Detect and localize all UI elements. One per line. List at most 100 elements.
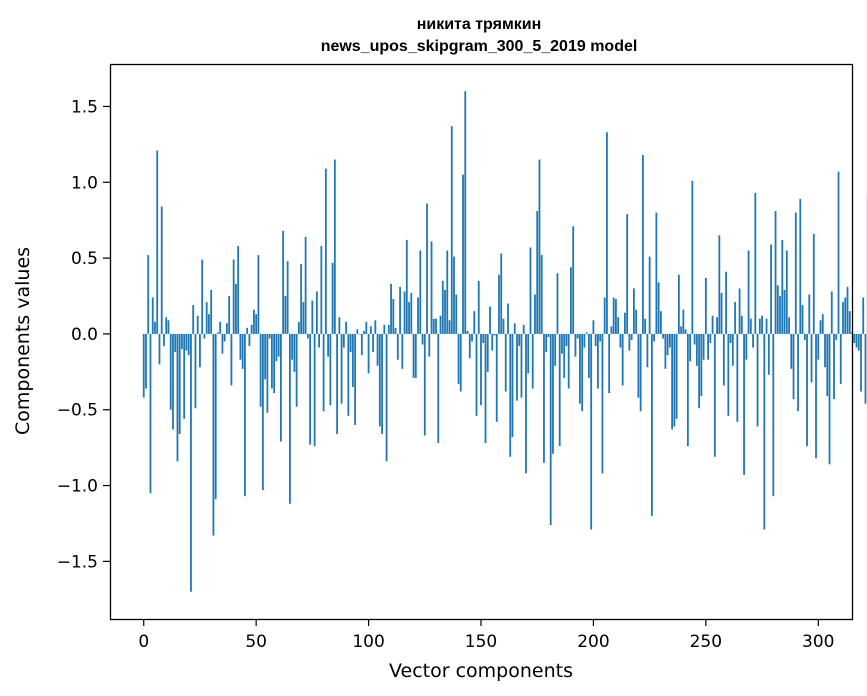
bar-80 <box>322 333 325 412</box>
bar-250 <box>704 277 707 334</box>
bar-213 <box>621 333 624 386</box>
bar-85 <box>333 159 336 334</box>
bar-184 <box>556 273 559 334</box>
bar-224 <box>646 333 649 368</box>
bar-165 <box>513 323 516 334</box>
bar-259 <box>725 271 727 334</box>
bar-294 <box>803 333 806 340</box>
bar-303 <box>824 333 826 368</box>
bar-242 <box>686 333 689 447</box>
bar-109 <box>387 324 390 334</box>
bar-5 <box>154 321 156 334</box>
bar-157 <box>495 333 498 422</box>
bar-111 <box>392 299 395 334</box>
bar-318 <box>857 333 860 351</box>
bar-235 <box>671 333 674 430</box>
bar-91 <box>347 333 350 416</box>
bar-199 <box>590 333 593 530</box>
bar-45 <box>244 333 246 497</box>
bar-317 <box>855 333 858 348</box>
bar-292 <box>799 198 802 334</box>
bar-73 <box>306 333 309 339</box>
bar-289 <box>792 333 795 400</box>
bar-50 <box>255 314 258 334</box>
bar-120 <box>412 333 415 378</box>
bar-151 <box>482 333 485 344</box>
bar-192 <box>574 333 577 357</box>
bar-12 <box>169 333 172 410</box>
bar-298 <box>812 233 815 334</box>
bar-68 <box>295 333 298 407</box>
bar-119 <box>410 292 413 334</box>
bar-189 <box>567 333 570 389</box>
bar-81 <box>324 168 327 334</box>
bar-20 <box>187 333 190 356</box>
bar-204 <box>601 333 604 474</box>
bar-238 <box>677 274 680 334</box>
x-axis: 0 50 100 150 200 250 300 <box>138 619 834 652</box>
bar-148 <box>475 333 478 416</box>
bar-277 <box>765 318 768 334</box>
bar-284 <box>781 239 784 334</box>
bar-35 <box>221 333 224 354</box>
bar-207 <box>608 333 611 394</box>
bar-145 <box>468 333 471 359</box>
bar-112 <box>394 327 397 334</box>
bar-64 <box>286 261 289 334</box>
bar-97 <box>360 333 363 356</box>
bar-305 <box>828 333 831 465</box>
bar-185 <box>558 333 561 447</box>
bar-121 <box>414 333 417 378</box>
bar-49 <box>253 309 255 334</box>
bar-280 <box>772 333 775 497</box>
bar-66 <box>291 333 294 360</box>
bar-211 <box>617 317 620 334</box>
bar-255 <box>716 317 718 334</box>
bar-262 <box>731 333 734 366</box>
bar-159 <box>500 253 503 334</box>
bar-295 <box>806 333 808 447</box>
bar-268 <box>745 333 748 360</box>
bar-61 <box>279 333 282 442</box>
bar-214 <box>624 312 626 334</box>
bar-76 <box>313 333 316 447</box>
bar-191 <box>572 226 575 334</box>
bar-116 <box>403 291 406 334</box>
bar-134 <box>444 289 446 334</box>
bar-83 <box>329 333 332 406</box>
bar-241 <box>684 329 687 334</box>
bar-231 <box>662 333 665 339</box>
bar-233 <box>666 333 669 356</box>
bar-160 <box>502 318 505 334</box>
bar-149 <box>477 280 480 334</box>
bar-226 <box>650 333 653 516</box>
bar-41 <box>235 283 237 334</box>
bar-293 <box>801 305 804 334</box>
bar-17 <box>181 333 183 350</box>
bar-3 <box>149 333 152 494</box>
bar-62 <box>282 230 285 334</box>
bar-53 <box>262 333 264 491</box>
bar-108 <box>385 333 388 462</box>
bar-57 <box>270 333 273 389</box>
bar-69 <box>297 321 300 334</box>
bar-153 <box>486 333 489 372</box>
bar-287 <box>788 317 790 334</box>
bar-253 <box>711 315 714 334</box>
bar-43 <box>239 333 242 360</box>
bar-82 <box>327 333 329 357</box>
bar-142 <box>462 174 464 334</box>
bar-183 <box>554 333 557 366</box>
bar-78 <box>318 333 321 348</box>
bar-8 <box>160 206 163 334</box>
bar-128 <box>430 241 433 334</box>
bar-320 <box>862 297 865 334</box>
bar-216 <box>628 333 631 351</box>
bar-146 <box>471 333 473 342</box>
bar-288 <box>790 333 793 369</box>
bar-70 <box>300 264 303 334</box>
bar-113 <box>396 333 399 360</box>
bar-296 <box>808 294 811 334</box>
bar-314 <box>848 311 851 334</box>
x-tick-label: 200 <box>577 632 609 652</box>
